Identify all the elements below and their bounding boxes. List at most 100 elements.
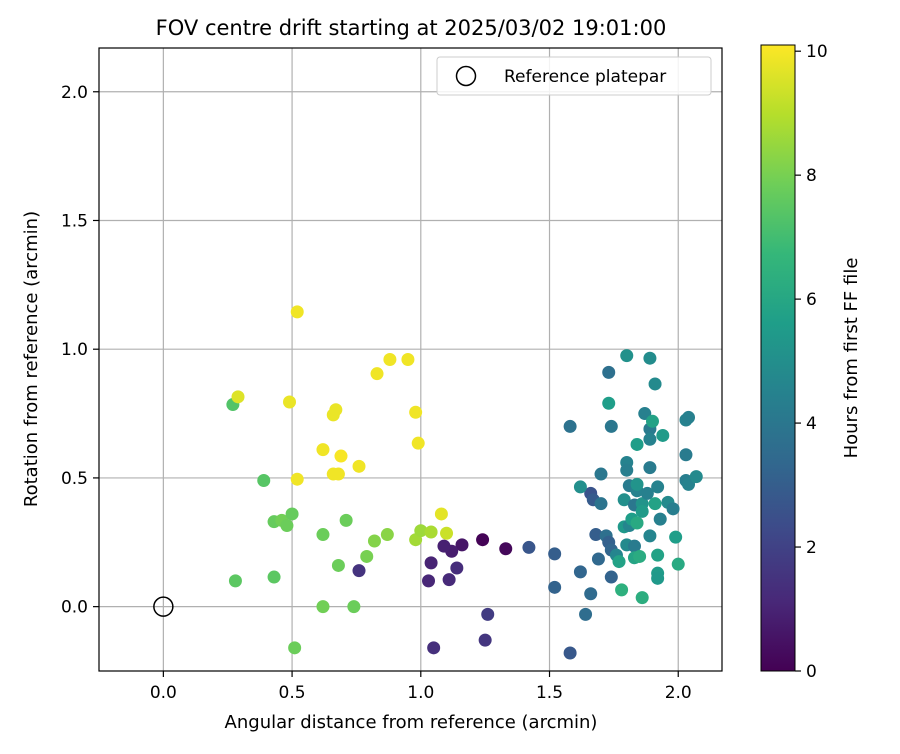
data-point <box>630 477 644 491</box>
data-point <box>352 459 366 473</box>
data-point <box>267 570 281 584</box>
data-point <box>290 472 304 486</box>
data-point <box>633 549 647 563</box>
data-point <box>352 564 366 578</box>
axes: 0.0 0.5 1.0 1.5 2.0 0.0 0.5 1.0 1.5 2.0 <box>61 83 692 703</box>
data-point <box>499 542 513 556</box>
data-point <box>442 573 456 587</box>
data-point <box>682 410 696 424</box>
x-tick-label: 1.5 <box>536 683 563 703</box>
data-point <box>604 419 618 433</box>
data-point <box>648 377 662 391</box>
data-point <box>635 591 649 605</box>
data-point <box>548 580 562 594</box>
data-point <box>367 534 381 548</box>
data-point <box>283 395 297 409</box>
data-point <box>331 467 345 481</box>
colorbar-ticks: 0 2 4 6 8 10 <box>795 42 828 682</box>
data-point <box>422 574 436 588</box>
data-point <box>331 558 345 572</box>
data-point <box>630 437 644 451</box>
data-point <box>617 493 631 507</box>
data-point <box>630 516 644 530</box>
data-point <box>643 432 657 446</box>
data-point <box>414 524 428 538</box>
data-point <box>573 480 587 494</box>
data-point <box>666 502 680 516</box>
colorbar-tick-label: 8 <box>806 166 817 186</box>
data-point <box>604 570 618 584</box>
plot-frame <box>98 47 723 672</box>
data-point <box>434 507 448 521</box>
colorbar-tick-label: 2 <box>806 538 817 558</box>
y-tick-label: 2.0 <box>61 83 88 103</box>
data-point <box>409 405 423 419</box>
data-point <box>424 525 438 539</box>
data-point <box>401 353 415 366</box>
data-point <box>584 587 598 601</box>
data-point <box>615 583 629 597</box>
data-point <box>579 607 593 621</box>
data-point <box>602 396 616 410</box>
data-point <box>334 449 348 463</box>
data-point <box>643 461 657 475</box>
y-tick-label: 1.0 <box>61 340 88 360</box>
data-point <box>656 428 670 442</box>
data-point <box>651 571 665 585</box>
data-point <box>627 539 641 553</box>
chart-title: FOV centre drift starting at 2025/03/02 … <box>156 16 667 40</box>
y-tick-label: 1.5 <box>61 211 88 231</box>
reference-marker <box>153 596 174 617</box>
data-point <box>648 497 662 511</box>
data-point <box>411 436 425 450</box>
colorbar-gradient <box>760 44 796 672</box>
data-point <box>643 529 657 543</box>
legend-box <box>436 56 712 96</box>
colorbar-tick-label: 0 <box>806 662 817 682</box>
colorbar-tick-label: 10 <box>806 42 828 62</box>
y-tick-label: 0.0 <box>61 598 88 618</box>
data-point <box>478 633 492 647</box>
data-point <box>450 561 464 575</box>
x-tick-label: 1.0 <box>407 683 434 703</box>
data-point <box>651 548 665 562</box>
data-point <box>280 519 294 533</box>
data-point <box>257 473 271 487</box>
data-point <box>640 486 654 500</box>
data-point <box>316 600 330 614</box>
x-tick-label: 0.5 <box>279 683 306 703</box>
legend: Reference platepar <box>436 56 712 96</box>
x-tick-label: 2.0 <box>665 683 692 703</box>
data-point <box>427 641 441 655</box>
data-point <box>645 414 659 428</box>
colorbar-tick-label: 6 <box>806 290 817 310</box>
reference-layer <box>153 596 174 617</box>
data-point <box>651 480 665 494</box>
data-point <box>440 526 454 540</box>
legend-marker <box>455 65 477 87</box>
data-point <box>635 504 649 518</box>
data-point <box>455 538 469 552</box>
data-point <box>316 443 330 457</box>
data-point <box>288 641 302 655</box>
data-point <box>548 547 562 561</box>
data-point <box>594 497 608 511</box>
data-point <box>347 600 361 614</box>
data-point <box>437 539 451 553</box>
data-point <box>424 556 438 570</box>
data-point <box>370 367 384 381</box>
data-point <box>671 557 685 571</box>
data-point <box>339 513 353 527</box>
data-point <box>563 646 577 660</box>
data-point <box>476 533 490 547</box>
data-point <box>679 448 693 462</box>
data-point <box>329 403 343 417</box>
data-point <box>228 574 242 588</box>
data-point <box>602 365 616 379</box>
data-point <box>380 528 394 542</box>
x-tick-label: 0.0 <box>150 683 177 703</box>
colorbar-label: Hours from first FF file <box>841 258 862 459</box>
data-point <box>231 390 245 404</box>
data-point <box>563 419 577 433</box>
data-point <box>290 305 304 319</box>
